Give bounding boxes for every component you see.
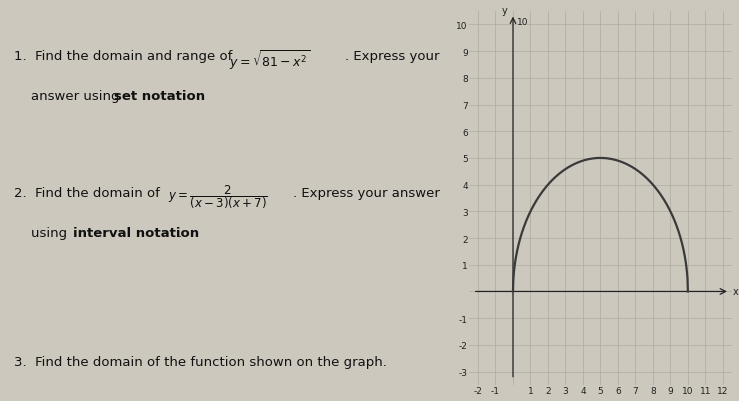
- Text: .: .: [177, 227, 182, 239]
- Text: 2.  Find the domain of: 2. Find the domain of: [14, 186, 164, 199]
- Text: 10: 10: [517, 18, 529, 27]
- Text: . Express your: . Express your: [345, 50, 440, 63]
- Text: .: .: [189, 90, 194, 103]
- Text: $y = \sqrt{81 - x^2}$: $y = \sqrt{81 - x^2}$: [229, 48, 310, 72]
- Text: x: x: [732, 287, 738, 297]
- Text: using: using: [31, 227, 71, 239]
- Text: $y = \dfrac{2}{(x-3)(x+7)}$: $y = \dfrac{2}{(x-3)(x+7)}$: [168, 183, 268, 211]
- Text: y: y: [502, 6, 508, 16]
- Text: interval notation: interval notation: [73, 227, 200, 239]
- Text: answer using: answer using: [31, 90, 123, 103]
- Text: . Express your answer: . Express your answer: [293, 186, 440, 199]
- Text: 3.  Find the domain of the function shown on the graph.: 3. Find the domain of the function shown…: [14, 355, 387, 368]
- Text: set notation: set notation: [115, 90, 205, 103]
- Text: 1.  Find the domain and range of: 1. Find the domain and range of: [14, 50, 236, 63]
